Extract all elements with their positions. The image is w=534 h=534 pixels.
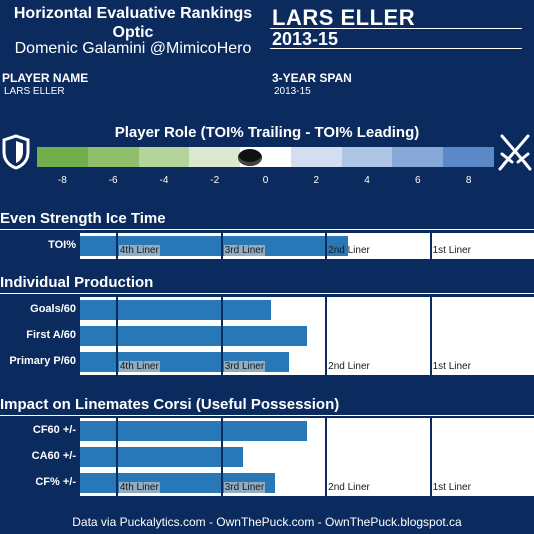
role-scale-segment [37,147,89,167]
tier-label: 3rd Liner [223,482,266,493]
first-assists-bar [80,326,307,346]
row-label-primary-points: Primary P/60 [9,355,76,367]
production-panel: 4th Liner 3rd Liner 2nd Liner 1st Liner [80,297,534,375]
tier-divider [325,233,328,259]
chart-title: Horizontal Evaluative Rankings Optic [0,4,266,42]
tier-label: 2nd Liner [328,245,370,256]
divider [0,293,534,294]
divider [270,28,522,29]
tier-divider [220,233,223,259]
tier-label: 3rd Liner [223,245,266,256]
span-label: 3-YEAR SPAN [272,71,352,85]
row-label-cf-pct: CF% +/- [35,476,76,488]
tier-label: 1st Liner [432,482,471,493]
chart-title-line1: Horizontal Evaluative Rankings [13,5,253,22]
divider [0,229,534,230]
tier-label: 4th Liner [118,361,160,372]
role-scale-segment [290,147,343,167]
player-name-value: LARS ELLER [4,86,65,97]
tier-divider [220,418,223,496]
cf60-bar [80,421,307,441]
span-value: 2013-15 [274,86,311,97]
tier-label: 4th Liner [118,482,160,493]
tier-divider [325,297,328,375]
tier-divider [325,418,328,496]
row-label-first-assists: First A/60 [26,329,76,341]
tier-label: 2nd Liner [328,482,370,493]
ca60-bar [80,447,244,467]
role-scale-segment [189,147,241,167]
role-scale [37,147,495,167]
role-scale-segment [443,147,495,167]
role-tick-label: 8 [465,175,472,186]
tier-label: 1st Liner [432,361,471,372]
role-scale-segment [138,147,190,167]
tier-divider [115,418,118,496]
role-tick-label: -2 [210,175,220,186]
role-scale-segment [392,147,444,167]
shield-icon [2,134,30,170]
tier-divider [220,297,223,375]
impact-panel: 4th Liner 3rd Liner 2nd Liner 1st Liner [80,418,534,496]
tier-divider [429,418,432,496]
role-scale-segment [87,147,140,167]
divider [270,48,522,49]
row-label-cf60: CF60 +/- [32,424,76,436]
tier-label: 1st Liner [432,245,471,256]
tier-label: 2nd Liner [328,361,370,372]
player-name-heading: LARS ELLER [272,5,416,30]
tier-divider [115,297,118,375]
role-tick-label: 4 [364,175,370,186]
role-tick-label: 6 [415,175,421,186]
season-heading: 2013-15 [272,29,339,49]
row-label-goals: Goals/60 [30,303,76,315]
role-title: Player Role (TOI% Trailing - TOI% Leadin… [114,124,420,141]
tier-divider [429,233,432,259]
player-name-label: PLAYER NAME [2,71,89,85]
role-scale-segment [341,147,393,167]
role-tick-label: -8 [57,175,67,186]
author-credit: Domenic Galamini @MimicoHero [14,40,252,57]
puck-marker-icon [238,149,263,166]
role-tick-label: 0 [262,175,269,186]
role-tick-label: 2 [313,175,320,186]
tier-divider [429,297,432,375]
chart-title-line2: Optic [112,24,154,41]
row-label-toi: TOI% [48,239,76,251]
role-tick-label: -4 [159,175,169,186]
role-tick-label: -6 [108,175,118,186]
crossed-swords-icon [498,132,532,172]
section-impact: Impact on Linemates Corsi (Useful Posses… [0,396,340,413]
footer-credits: Data via Puckalytics.com - OwnThePuck.co… [72,515,462,529]
section-even-strength: Even Strength Ice Time [0,210,166,227]
tier-label: 4th Liner [118,245,160,256]
row-label-ca60: CA60 +/- [31,450,76,462]
goals-bar [80,300,271,320]
tier-label: 3rd Liner [223,361,266,372]
section-production: Individual Production [0,274,154,291]
tier-divider [115,233,118,259]
divider [0,415,534,416]
toi-panel: 4th Liner 3rd Liner 2nd Liner 1st Liner [80,233,534,259]
